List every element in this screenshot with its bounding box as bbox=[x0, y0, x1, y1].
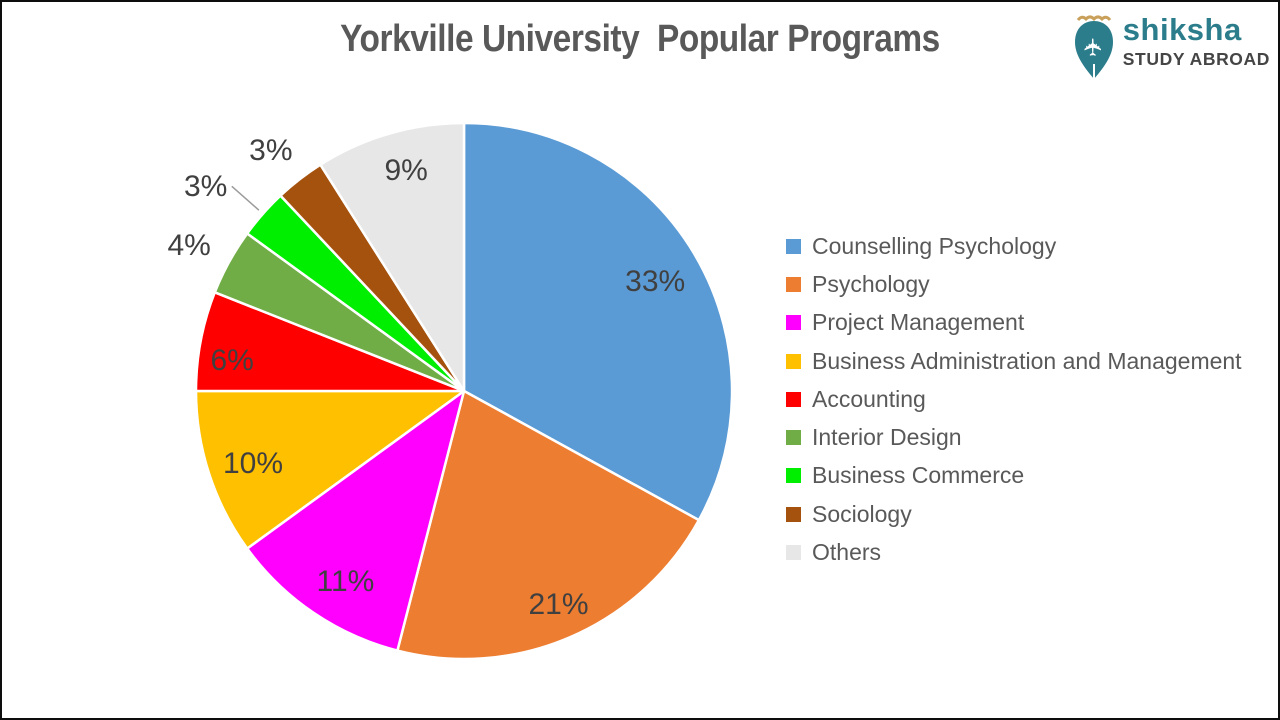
logo-text-block: shiksha STUDY ABROAD bbox=[1122, 12, 1270, 70]
pie-percent-label: 4% bbox=[167, 229, 211, 263]
legend-label: Accounting bbox=[812, 385, 926, 412]
legend-swatch bbox=[786, 430, 801, 446]
pie-percent-label: 6% bbox=[210, 343, 254, 377]
legend-label: Business Commerce bbox=[812, 462, 1025, 489]
pie-slice-psychology bbox=[396, 389, 701, 661]
pie-percent-label: 11% bbox=[316, 565, 375, 599]
legend-swatch bbox=[786, 468, 801, 484]
legend-item: Business Commerce bbox=[786, 457, 1242, 495]
legend-label: Counselling Psychology bbox=[812, 232, 1057, 259]
legend-label: Psychology bbox=[812, 270, 930, 297]
label-leader-line bbox=[231, 185, 260, 211]
legend-swatch bbox=[786, 353, 801, 369]
legend-item: Others bbox=[786, 533, 1242, 571]
legend-item: Business Administration and Management bbox=[786, 342, 1242, 380]
legend-item: Psychology bbox=[786, 265, 1242, 303]
pie-slices-group bbox=[194, 121, 734, 661]
legend-swatch bbox=[786, 238, 801, 254]
chart-title: Yorkville University Popular Programs bbox=[340, 18, 940, 60]
pie-slice-counselling-psychology bbox=[462, 121, 734, 522]
legend-item: Interior Design bbox=[786, 418, 1242, 456]
pie-percent-label: 10% bbox=[222, 446, 284, 480]
legend-swatch bbox=[786, 391, 801, 407]
svg-text:✈: ✈ bbox=[1080, 37, 1107, 57]
pie-percent-label: 9% bbox=[384, 154, 428, 188]
chart-legend: Counselling Psychology Psychology Project … bbox=[786, 227, 1242, 572]
pie-percent-label: 33% bbox=[625, 265, 686, 299]
pie-slice-business-administration-and-management bbox=[194, 389, 466, 550]
legend-label: Sociology bbox=[812, 500, 912, 527]
pie-percent-label: 3% bbox=[183, 170, 228, 204]
pie-percent-label: 21% bbox=[528, 588, 589, 622]
legend-label: Project Management bbox=[812, 309, 1025, 336]
logo-tagline-text: STUDY ABROAD bbox=[1122, 48, 1270, 69]
legend-item: Project Management bbox=[786, 304, 1242, 342]
legend-item: Counselling Psychology bbox=[786, 227, 1242, 265]
legend-label: Interior Design bbox=[812, 424, 962, 451]
legend-label: Others bbox=[812, 539, 882, 566]
legend-label: Business Administration and Management bbox=[812, 347, 1242, 374]
legend-item: Accounting bbox=[786, 380, 1242, 418]
legend-swatch bbox=[786, 276, 801, 292]
pie-slice-project-management bbox=[245, 389, 466, 652]
pie-slice-others bbox=[319, 121, 466, 393]
legend-swatch bbox=[786, 315, 801, 331]
pie-percent-label: 3% bbox=[249, 134, 293, 168]
legend-swatch bbox=[786, 545, 801, 561]
shiksha-logo: ✈ shiksha STUDY ABROAD bbox=[1070, 12, 1270, 82]
pen-nib-airplane-icon: ✈ bbox=[1074, 15, 1113, 79]
leader-lines-group bbox=[231, 185, 260, 211]
legend-item: Sociology bbox=[786, 495, 1242, 533]
logo-brand-text: shiksha bbox=[1122, 12, 1242, 47]
legend-swatch bbox=[786, 506, 801, 522]
